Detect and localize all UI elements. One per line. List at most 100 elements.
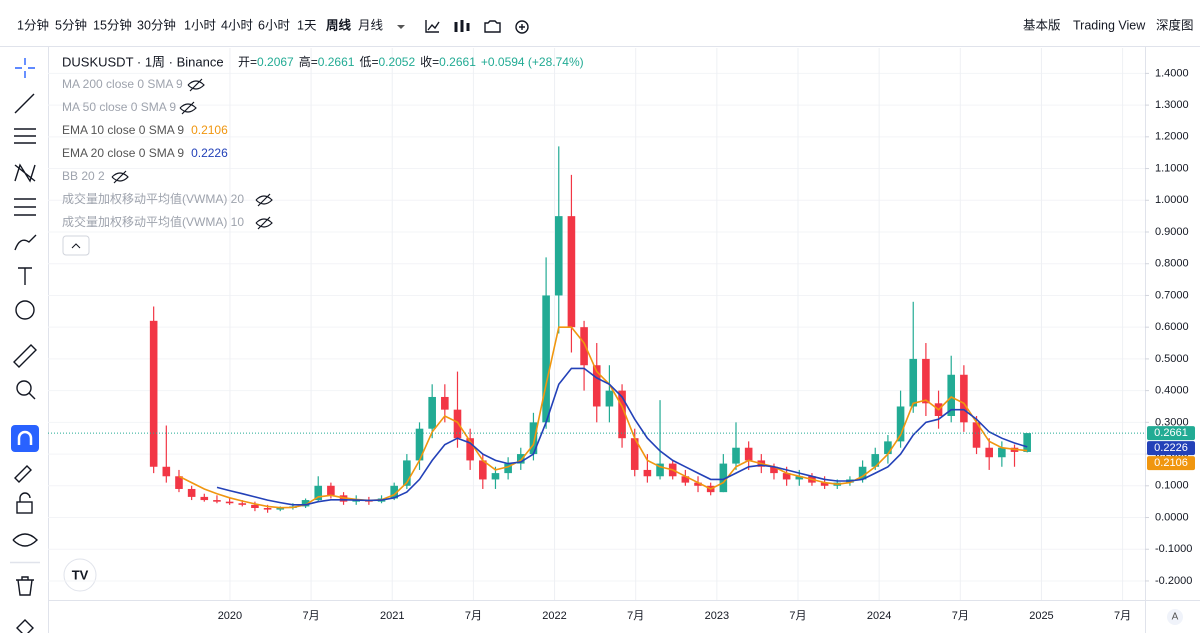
candle-body [896, 406, 905, 442]
interval-button[interactable]: 30分钟 [137, 17, 176, 32]
drawing-tools [10, 58, 40, 633]
line-tool[interactable] [14, 93, 35, 114]
lock-tool[interactable] [16, 501, 33, 514]
ruler-tool[interactable] [13, 344, 37, 368]
view-button[interactable]: Trading View [1073, 18, 1146, 32]
y-tick-label: 0.4000 [1155, 385, 1189, 397]
candle-body [187, 488, 196, 497]
candle-body [998, 447, 1006, 458]
pattern-tool[interactable] [14, 163, 36, 183]
candle-body [795, 476, 804, 480]
legend-collapse[interactable] [62, 235, 90, 256]
interval-button[interactable]: 1分钟 [17, 17, 49, 32]
candle-body [719, 463, 728, 493]
candle-body [162, 466, 171, 477]
hidden-eye-icon[interactable] [179, 101, 197, 115]
ohlc-value: 0.2052 [378, 55, 415, 69]
more-tool[interactable] [16, 619, 34, 633]
y-tick-label: 0.7000 [1155, 289, 1189, 301]
candle-body [554, 216, 563, 296]
candle-body [820, 482, 829, 486]
candle-body [238, 503, 247, 505]
x-tick-label: 2024 [867, 610, 891, 622]
interval-button[interactable]: 1小时 [184, 18, 216, 32]
candle-body [149, 320, 158, 467]
ohlc-label: 低= [359, 55, 378, 69]
interval-button[interactable]: 4小时 [221, 18, 253, 32]
interval-button[interactable]: 1天 [297, 18, 317, 32]
brush-tool[interactable] [14, 234, 37, 251]
candle-body [301, 500, 310, 507]
candle-style-icon[interactable] [454, 20, 470, 32]
eye-tool[interactable] [12, 533, 38, 547]
candle-body [428, 396, 436, 429]
hidden-eye-icon[interactable] [111, 170, 129, 184]
x-tick-label: 2022 [542, 610, 566, 622]
y-tick-label: 0.8000 [1155, 258, 1189, 270]
fib-tool[interactable] [14, 198, 36, 216]
y-tick-label: 1.3000 [1155, 99, 1189, 111]
x-tick-label: 7月 [789, 610, 806, 622]
hidden-eye-icon[interactable] [255, 216, 273, 230]
x-tick-label: 2025 [1029, 610, 1053, 622]
price-tag [1147, 426, 1195, 441]
candle-body [580, 327, 588, 366]
legend-name: EMA 10 close 0 SMA 9 [62, 123, 184, 137]
add-icon[interactable] [515, 20, 529, 34]
candle-body [858, 466, 867, 480]
y-tick-label: 0.9000 [1155, 226, 1189, 238]
hidden-eye-icon[interactable] [187, 78, 205, 92]
interval-button[interactable]: 周线 [326, 17, 352, 32]
candle-body [694, 482, 702, 486]
candle-body [175, 476, 183, 489]
hline-tool[interactable] [14, 128, 36, 144]
candle-body [884, 441, 892, 455]
interval-button[interactable]: 5分钟 [55, 17, 87, 32]
candle-body [403, 460, 411, 486]
logo-badge[interactable] [63, 558, 97, 592]
x-tick-label: 7月 [303, 610, 320, 622]
price-tag [1147, 441, 1195, 456]
view-button[interactable]: 基本版 [1023, 18, 1061, 32]
hidden-eye-icon[interactable] [255, 193, 273, 207]
ohlc-label: 开= [238, 55, 257, 69]
interval-button[interactable]: 6小时 [258, 18, 290, 32]
candle-body [314, 485, 323, 501]
interval-button[interactable]: 月线 [358, 18, 384, 32]
text-tool[interactable] [18, 267, 32, 285]
ohlc-change: +0.0594 (+28.74%) [481, 55, 584, 69]
hidden-indicator: MA 50 close 0 SMA 9 [62, 100, 176, 114]
y-tick-label: 1.2000 [1155, 131, 1189, 143]
emoji-tool[interactable] [15, 300, 35, 320]
candle-body [770, 466, 778, 474]
y-tick-label: 1.0000 [1155, 194, 1189, 206]
y-tick-label: 1.4000 [1155, 67, 1189, 79]
lock-draw-tool[interactable] [14, 465, 32, 483]
trash-tool[interactable] [16, 576, 34, 596]
view-button[interactable]: 深度图 [1156, 17, 1194, 32]
candle-body [972, 422, 981, 448]
indicator-icon[interactable] [425, 20, 440, 33]
ohlc-label: 高= [299, 54, 318, 69]
camera-icon[interactable] [484, 20, 501, 33]
crosshair-tool[interactable] [15, 58, 35, 78]
auto-scale-label: A [1172, 612, 1179, 623]
candle-body [276, 508, 285, 510]
x-tick-label: 7月 [627, 610, 644, 622]
hidden-indicator: 成交量加权移动平均值(VWMA) 10 [62, 214, 244, 229]
ohlc-value: 0.2661 [439, 55, 476, 69]
candle-body [922, 358, 930, 404]
auto-scale-button[interactable] [1167, 609, 1183, 625]
y-tick-label: 1.1000 [1155, 162, 1189, 174]
hidden-indicator: MA 200 close 0 SMA 9 [62, 77, 183, 91]
zoom-tool[interactable] [16, 380, 32, 396]
dropdown-icon[interactable] [397, 25, 405, 29]
interval-button[interactable]: 15分钟 [93, 17, 132, 32]
candle-body [466, 438, 474, 461]
overlay: 1.4000 1.3000 1.2000 1.1000 1.0000 0.9000 0.80… [62, 54, 1195, 622]
price-tag-label: 0.2106 [1154, 457, 1188, 469]
magnet-tool[interactable] [11, 425, 39, 452]
